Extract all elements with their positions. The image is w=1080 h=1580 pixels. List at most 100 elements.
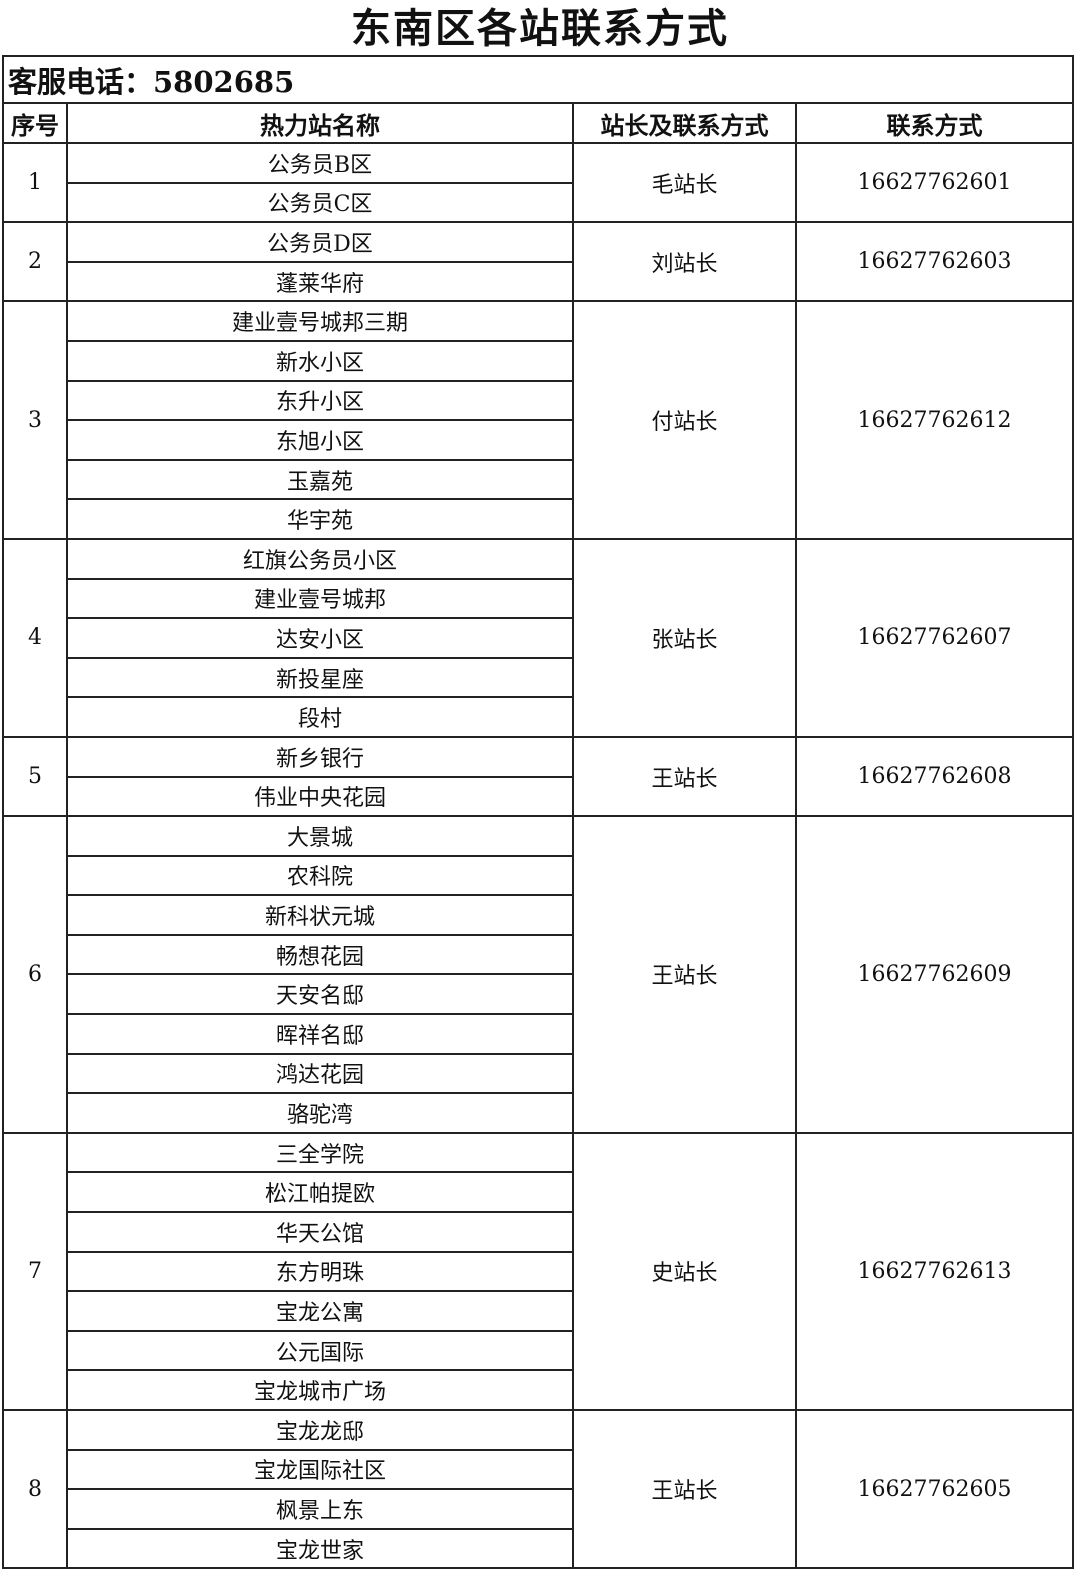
- data-row: 达安小区: [3, 617, 1073, 659]
- station-cell: 华宇苑: [66, 498, 574, 540]
- station-cell: 公务员D区: [66, 221, 574, 263]
- station-cell: 东方明珠: [66, 1250, 574, 1293]
- station-cell: 畅想花园: [66, 933, 574, 976]
- station-cell: 大景城: [66, 815, 574, 857]
- manager-cell: 刘站长: [572, 221, 797, 303]
- data-row: 畅想花园: [3, 933, 1073, 976]
- manager-cell: 史站长: [572, 1131, 797, 1412]
- manager-cell: 付站长: [572, 300, 797, 540]
- phone-cell: 16627762609: [795, 815, 1074, 1134]
- data-row: 枫景上东: [3, 1488, 1073, 1530]
- data-row: 天安名邸: [3, 973, 1073, 1016]
- station-cell: 红旗公务员小区: [66, 537, 574, 580]
- station-cell: 蓬莱华府: [66, 260, 574, 303]
- station-cell: 宝龙世家: [66, 1527, 574, 1570]
- data-row: 玉嘉苑: [3, 458, 1073, 501]
- seq-cell: 2: [2, 221, 68, 303]
- station-cell: 天安名邸: [66, 973, 574, 1016]
- data-row: 公元国际: [3, 1329, 1073, 1372]
- station-cell: 枫景上东: [66, 1488, 574, 1530]
- contact-table: 客服电话：5802685 序号 热力站名称 站长及联系方式 联系方式 1 公务员B区 毛站长…: [2, 55, 1074, 1570]
- station-cell: 农科院: [66, 854, 574, 897]
- station-cell: 公务员B区: [66, 142, 574, 184]
- data-row: 华天公馆: [3, 1211, 1073, 1253]
- data-row: 伟业中央花园: [3, 775, 1073, 818]
- data-row: 宝龙城市广场: [3, 1369, 1073, 1411]
- data-row: 东旭小区: [3, 419, 1073, 461]
- station-cell: 新水小区: [66, 339, 574, 382]
- data-row: 骆驼湾: [3, 1092, 1073, 1134]
- data-row: 建业壹号城邦: [3, 577, 1073, 620]
- station-cell: 达安小区: [66, 617, 574, 659]
- header-row: 序号 热力站名称 站长及联系方式 联系方式: [2, 102, 1074, 144]
- phone-cell: 16627762601: [795, 141, 1074, 224]
- data-row: 公务员C区: [3, 181, 1073, 224]
- header-cell: 联系方式: [795, 102, 1074, 144]
- manager-cell: 王站长: [572, 1408, 797, 1570]
- header-cell: 站长及联系方式: [572, 102, 797, 144]
- data-row: 晖祥名邸: [3, 1013, 1073, 1055]
- seq-cell: 5: [2, 735, 68, 818]
- data-row: 新科状元城: [3, 894, 1073, 936]
- data-row: 蓬莱华府: [3, 260, 1073, 303]
- data-row: 7 三全学院 史站长 16627762613: [2, 1131, 1074, 1412]
- station-cell: 松江帕提欧: [66, 1171, 574, 1214]
- data-row: 6 大景城 王站长 16627762609: [2, 815, 1074, 1134]
- station-cell: 宝龙国际社区: [66, 1448, 574, 1491]
- manager-cell: 毛站长: [572, 141, 797, 224]
- seq-cell: 6: [2, 815, 68, 1134]
- data-row: 3 建业壹号城邦三期 付站长 16627762612: [2, 300, 1074, 540]
- header-cell: 热力站名称: [66, 102, 574, 144]
- station-cell: 伟业中央花园: [66, 775, 574, 818]
- station-cell: 新乡银行: [66, 735, 574, 778]
- seq-cell: 7: [2, 1131, 68, 1412]
- phone-cell: 16627762612: [795, 300, 1074, 540]
- header-cell: 序号: [2, 102, 68, 144]
- data-row: 宝龙世家: [3, 1527, 1073, 1570]
- data-row: 东方明珠: [3, 1250, 1073, 1293]
- seq-cell: 8: [2, 1408, 68, 1570]
- data-row: 段村: [3, 696, 1073, 738]
- data-row: 松江帕提欧: [3, 1171, 1073, 1214]
- phone-cell: 16627762607: [795, 537, 1074, 738]
- data-row: 4 红旗公务员小区 张站长 16627762607: [2, 537, 1074, 738]
- phone-cell: 16627762603: [795, 221, 1074, 303]
- data-row: 东升小区: [3, 379, 1073, 422]
- station-cell: 建业壹号城邦: [66, 577, 574, 620]
- station-cell: 玉嘉苑: [66, 458, 574, 501]
- title: 东南区各站联系方式: [351, 5, 729, 52]
- table-body: 客服电话：5802685 序号 热力站名称 站长及联系方式 联系方式 1 公务员B区 毛站长…: [2, 55, 1074, 1570]
- phone-cell: 16627762613: [795, 1131, 1074, 1412]
- station-cell: 东旭小区: [66, 419, 574, 461]
- station-cell: 宝龙公寓: [66, 1290, 574, 1332]
- data-row: 8 宝龙龙邸 王站长 16627762605: [2, 1408, 1074, 1570]
- manager-cell: 王站长: [572, 735, 797, 818]
- station-cell: 三全学院: [66, 1131, 574, 1174]
- station-cell: 公务员C区: [66, 181, 574, 224]
- data-row: 宝龙国际社区: [3, 1448, 1073, 1491]
- seq-cell: 3: [2, 300, 68, 540]
- manager-cell: 王站长: [572, 815, 797, 1134]
- station-cell: 鸿达花园: [66, 1052, 574, 1095]
- data-row: 农科院: [3, 854, 1073, 897]
- station-cell: 段村: [66, 696, 574, 738]
- station-cell: 新科状元城: [66, 894, 574, 936]
- phone-cell: 16627762608: [795, 735, 1074, 818]
- data-row: 新水小区: [3, 339, 1073, 382]
- data-row: 5 新乡银行 王站长 16627762608: [2, 735, 1074, 818]
- data-row: 2 公务员D区 刘站长 16627762603: [2, 221, 1074, 303]
- data-row: 鸿达花园: [3, 1052, 1073, 1095]
- seq-cell: 1: [2, 141, 68, 224]
- service-phone: 客服电话：5802685: [2, 55, 1074, 104]
- station-cell: 宝龙龙邸: [66, 1409, 574, 1451]
- station-cell: 建业壹号城邦三期: [66, 300, 574, 342]
- station-cell: 晖祥名邸: [66, 1013, 574, 1055]
- data-row: 宝龙公寓: [3, 1290, 1073, 1332]
- seq-cell: 4: [2, 537, 68, 738]
- data-row: 新投星座: [3, 656, 1073, 699]
- station-cell: 公元国际: [66, 1329, 574, 1372]
- station-cell: 宝龙城市广场: [66, 1369, 574, 1411]
- station-cell: 华天公馆: [66, 1211, 574, 1253]
- station-cell: 骆驼湾: [66, 1092, 574, 1134]
